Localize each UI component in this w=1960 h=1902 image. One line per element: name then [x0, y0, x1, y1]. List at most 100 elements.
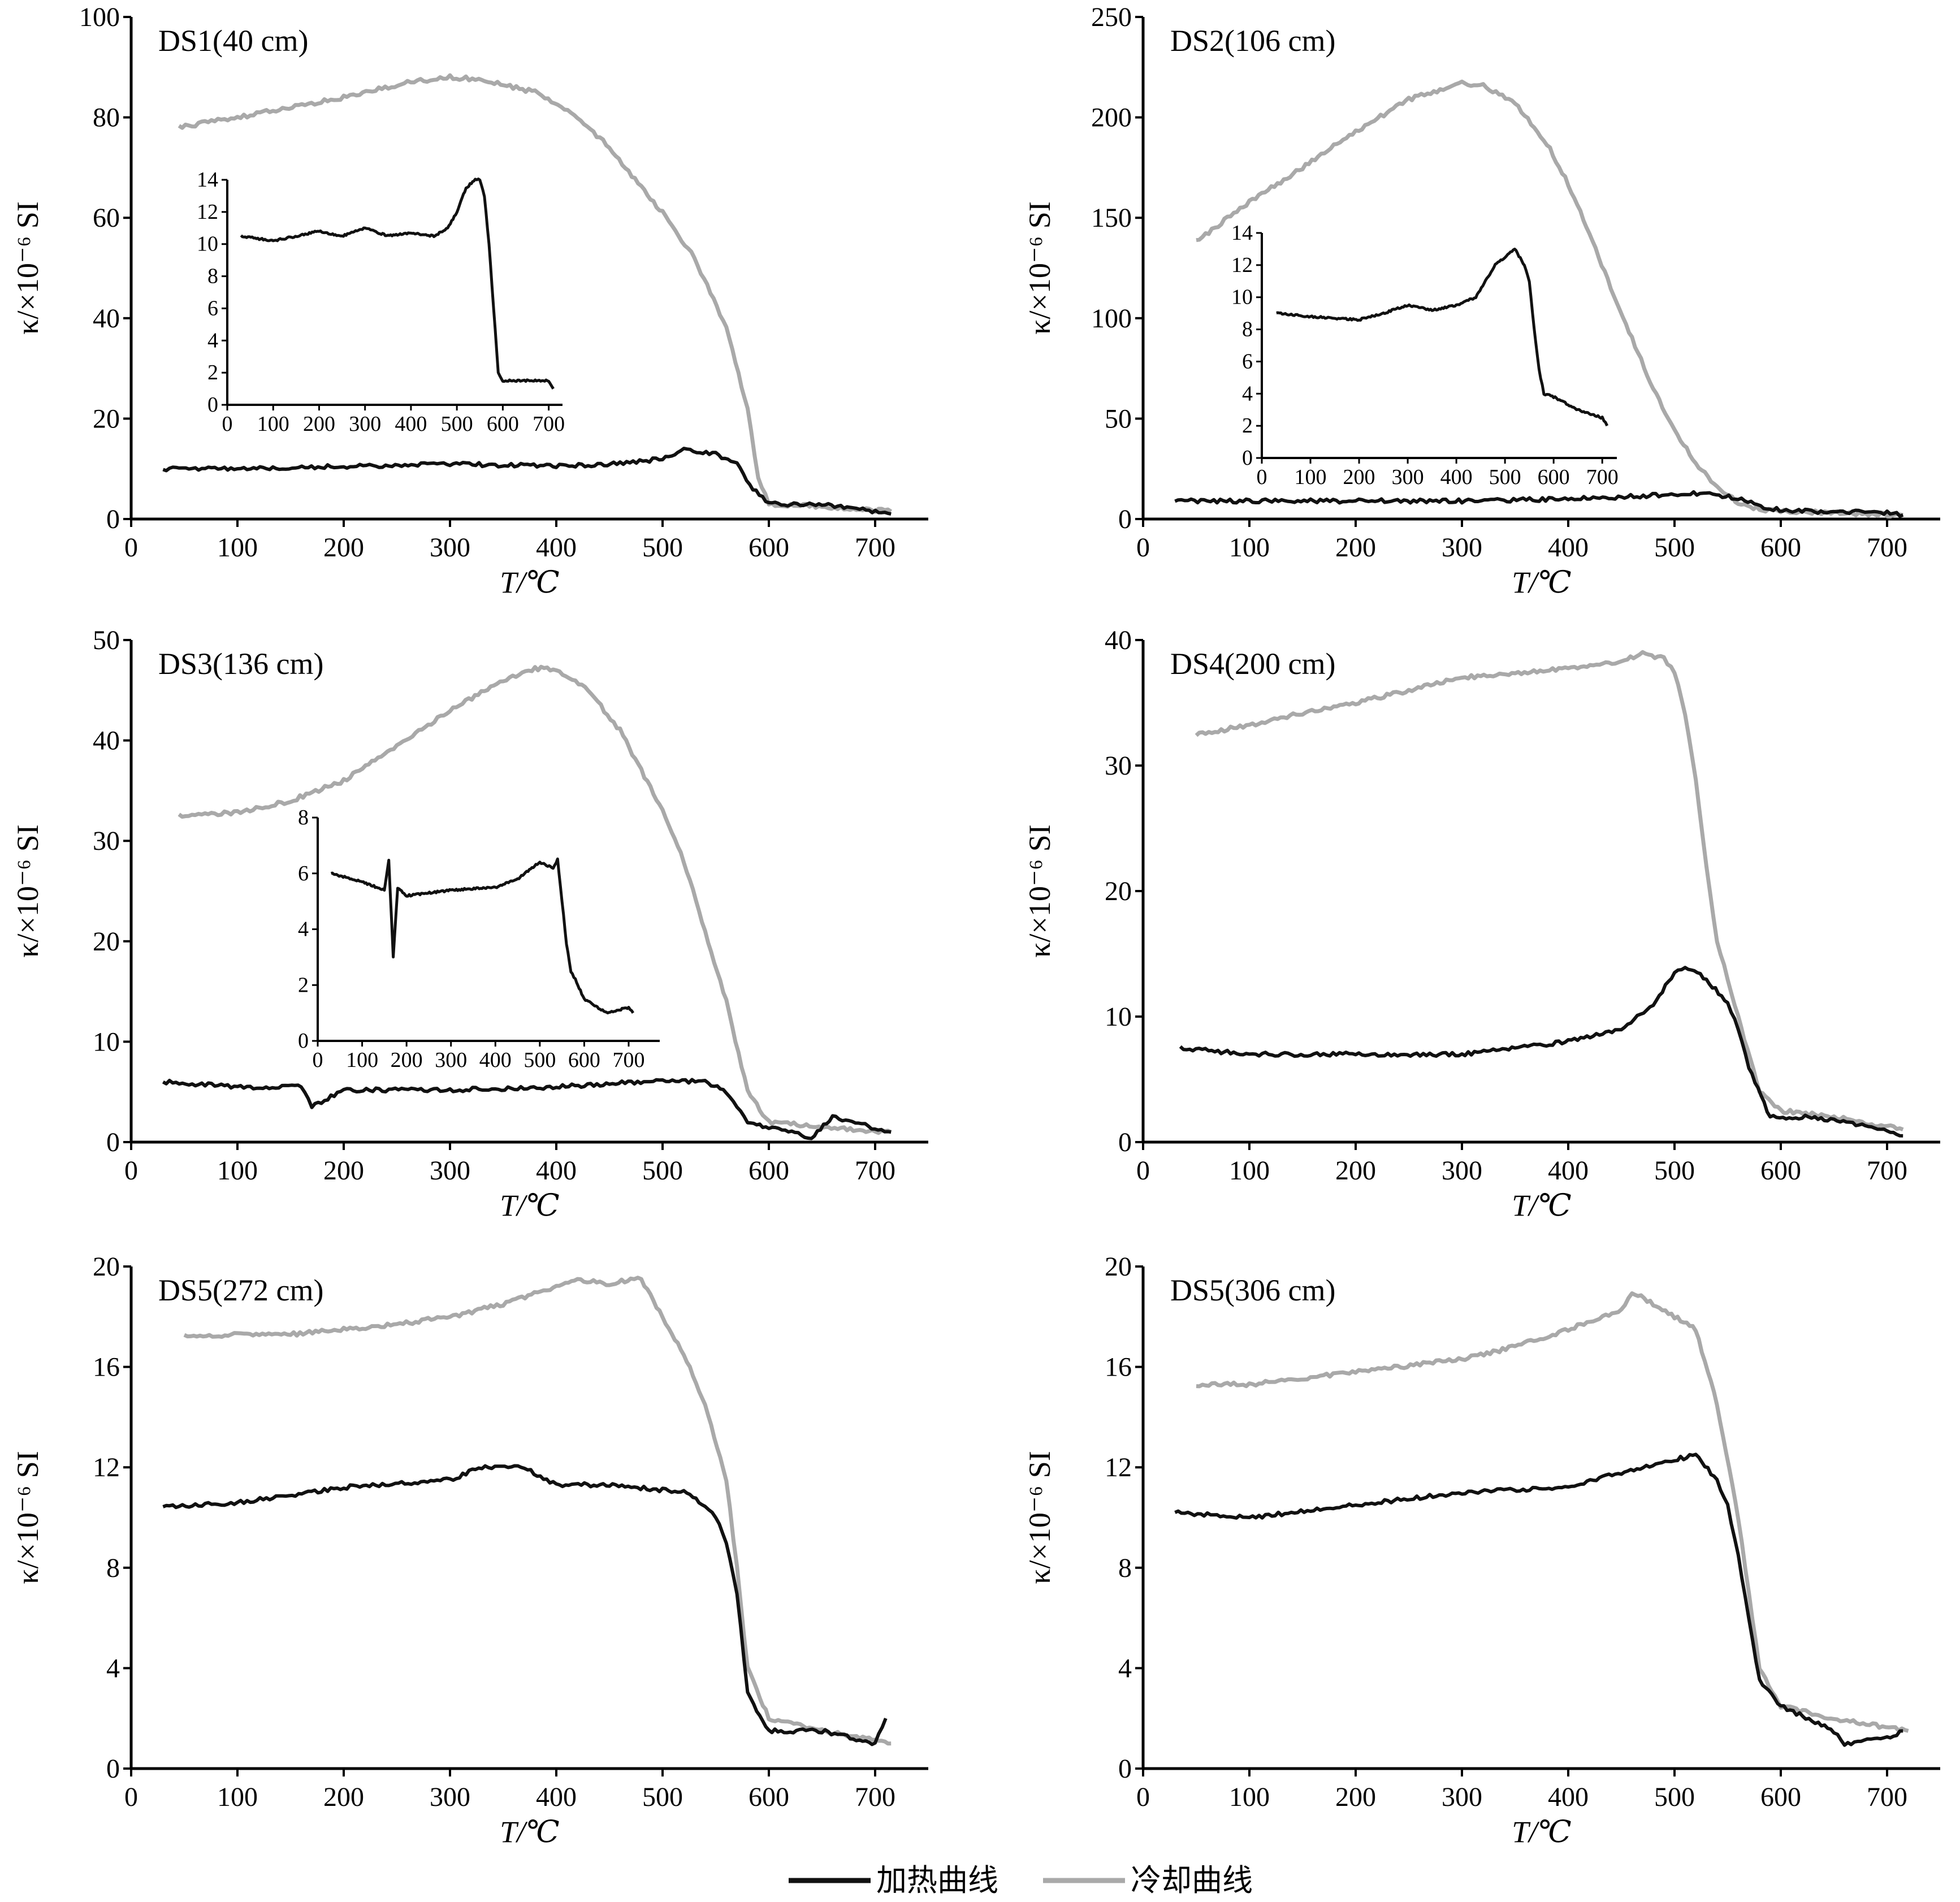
panel-y-tick-label: 0 — [1118, 1127, 1132, 1157]
chart-panel: 0 100 200 300 400 500 600 700050100150200250T/℃… — [1023, 2, 1940, 599]
panel-y-tick-label: 0 — [106, 1127, 120, 1157]
inset-background — [318, 818, 660, 1041]
inset-chart: 0 100 200 300 400 500 600 700 0 2 4 6 8 — [298, 806, 660, 1072]
panel-x-tick-label: 500 — [1654, 533, 1695, 563]
inset-x-tick-label: 300 — [435, 1048, 467, 1072]
panel-x-tick-label: 200 — [1335, 1782, 1376, 1812]
inset-y-tick-label: 2 — [298, 973, 309, 997]
chart-panel: 0 100 200 300 400 500 600 700 0 10 20 30 40 T/℃ κ/×10⁻… — [1023, 625, 1940, 1222]
inset-x-tick-label: 700 — [1586, 465, 1619, 489]
panel-y-tick-label: 0 — [106, 1754, 120, 1784]
panel-heating-series-line — [1179, 966, 1903, 1138]
inset-y-tick-label: 8 — [298, 806, 309, 829]
panel-y-tick-label: 12 — [1105, 1453, 1132, 1482]
chart-panel: 0 100 200 300 400 500 600 700 0 4 8 12 16 20 T/℃ κ/×10⁻… — [11, 1252, 928, 1849]
inset-y-tick-label: 12 — [1231, 253, 1253, 277]
panel-y-tick-label: 200 — [1091, 103, 1132, 133]
panel-title: DS2(106 cm) — [1170, 24, 1335, 58]
panel-y-tick-label: 10 — [1105, 1002, 1132, 1032]
inset-x-tick-label: 100 — [257, 412, 289, 436]
panel-y-tick-label: 20 — [93, 404, 120, 434]
panel-x-tick-label: 500 — [642, 1782, 683, 1812]
inset-x-tick-label: 700 — [613, 1048, 645, 1072]
panel-y-tick-label: 10 — [93, 1027, 120, 1057]
panel-y-tick-label: 60 — [93, 203, 120, 233]
panel-y-tick-label: 0 — [1118, 1754, 1132, 1784]
inset-x-tick-label: 300 — [349, 412, 381, 436]
panel-x-tick-label: 400 — [1548, 1156, 1589, 1186]
panel-y-tick-label: 250 — [1091, 2, 1132, 32]
panel-y-tick-label: 100 — [1091, 304, 1132, 334]
panel-heating-series-line — [1174, 1453, 1903, 1747]
panel-x-tick-label: 100 — [1229, 533, 1270, 563]
panel-x-tick-label: 200 — [1335, 1156, 1376, 1186]
chart-panel: 0 100 200 300 400 500 600 700020406080100T/℃κ/×… — [11, 2, 928, 599]
panel-title: DS4(200 cm) — [1170, 647, 1335, 681]
legend-cooling-label: 冷却曲线 — [1131, 1864, 1253, 1897]
panel-y-tick-label: 40 — [93, 726, 120, 756]
panel-cooling-series-line — [1195, 650, 1904, 1132]
inset-y-tick-label: 0 — [207, 393, 218, 417]
inset-heating-series-line — [240, 178, 555, 390]
inset-x-tick-label: 200 — [1343, 465, 1375, 489]
inset-x-tick-label: 400 — [395, 412, 427, 436]
y-axis-title: κ/×10⁻⁶ SI — [11, 1451, 45, 1584]
panel-title: DS5(272 cm) — [158, 1273, 323, 1307]
panel-x-tick-label: 700 — [1867, 1156, 1907, 1186]
x-axis-title: T/℃ — [500, 565, 559, 599]
inset-background — [227, 180, 563, 405]
x-axis-title: T/℃ — [500, 1815, 559, 1849]
panel-cooling-series-line — [178, 73, 893, 514]
panel-title: DS3(136 cm) — [158, 647, 323, 681]
panel-y-tick-label: 0 — [1118, 504, 1132, 534]
panel-x-tick-label: 700 — [855, 533, 895, 563]
panel-x-tick-label: 100 — [1229, 1782, 1270, 1812]
panel-x-tick-label: 500 — [642, 533, 683, 563]
panel-heating-series-line — [162, 1464, 888, 1747]
x-axis-title: T/℃ — [1512, 1188, 1571, 1222]
panel-y-tick-label: 20 — [1105, 1252, 1132, 1282]
panel-x-tick-label: 300 — [430, 1156, 470, 1186]
panel-x-tick-label: 700 — [855, 1156, 895, 1186]
panel-title: DS1(40 cm) — [158, 24, 308, 58]
panel-x-tick-label: 600 — [1760, 533, 1801, 563]
inset-y-tick-label: 10 — [197, 232, 218, 256]
inset-y-tick-label: 10 — [1231, 286, 1253, 309]
panel-x-tick-label: 200 — [323, 1782, 364, 1812]
inset-x-tick-label: 0 — [1257, 465, 1267, 489]
inset-x-tick-label: 600 — [1538, 465, 1570, 489]
panel-y-tick-label: 4 — [106, 1653, 120, 1683]
panel-x-tick-label: 0 — [1136, 1156, 1150, 1186]
inset-y-tick-label: 0 — [298, 1029, 309, 1053]
panel-y-tick-label: 80 — [93, 103, 120, 133]
x-axis-title: T/℃ — [1512, 565, 1571, 599]
inset-y-tick-label: 6 — [207, 296, 218, 320]
panel-y-tick-label: 16 — [93, 1352, 120, 1382]
inset-y-tick-label: 4 — [298, 918, 309, 941]
inset-x-tick-label: 200 — [303, 412, 335, 436]
panel-x-tick-label: 0 — [1136, 533, 1150, 563]
inset-y-tick-label: 14 — [1231, 221, 1253, 245]
inset-chart: 0 100 200 300 400 500 600 700 0 2 4 6 8 10 12 14 — [197, 168, 565, 436]
panel-y-tick-label: 8 — [106, 1553, 120, 1583]
inset-x-tick-label: 400 — [1440, 465, 1473, 489]
inset-y-tick-label: 6 — [1242, 349, 1253, 373]
inset-x-tick-label: 500 — [523, 1048, 556, 1072]
y-axis-title: κ/×10⁻⁶ SI — [11, 201, 45, 335]
panel-y-tick-label: 50 — [1105, 404, 1132, 434]
panel-y-tick-label: 30 — [1105, 751, 1132, 781]
panel-x-tick-label: 0 — [124, 533, 138, 563]
panel-x-tick-label: 300 — [430, 1782, 470, 1812]
panel-x-tick-label: 600 — [748, 533, 789, 563]
y-axis-title: κ/×10⁻⁶ SI — [1023, 1451, 1057, 1584]
x-axis-title: T/℃ — [500, 1188, 559, 1222]
panel-cooling-series-line — [178, 664, 892, 1135]
panel-x-tick-label: 100 — [217, 1782, 258, 1812]
inset-x-tick-label: 0 — [313, 1048, 323, 1072]
panel-x-tick-label: 400 — [1548, 533, 1589, 563]
inset-x-tick-label: 100 — [346, 1048, 378, 1072]
x-axis-title: T/℃ — [1512, 1815, 1571, 1849]
panel-x-tick-label: 600 — [748, 1782, 789, 1812]
panel-x-tick-label: 100 — [217, 1156, 258, 1186]
inset-x-tick-label: 500 — [1489, 465, 1521, 489]
